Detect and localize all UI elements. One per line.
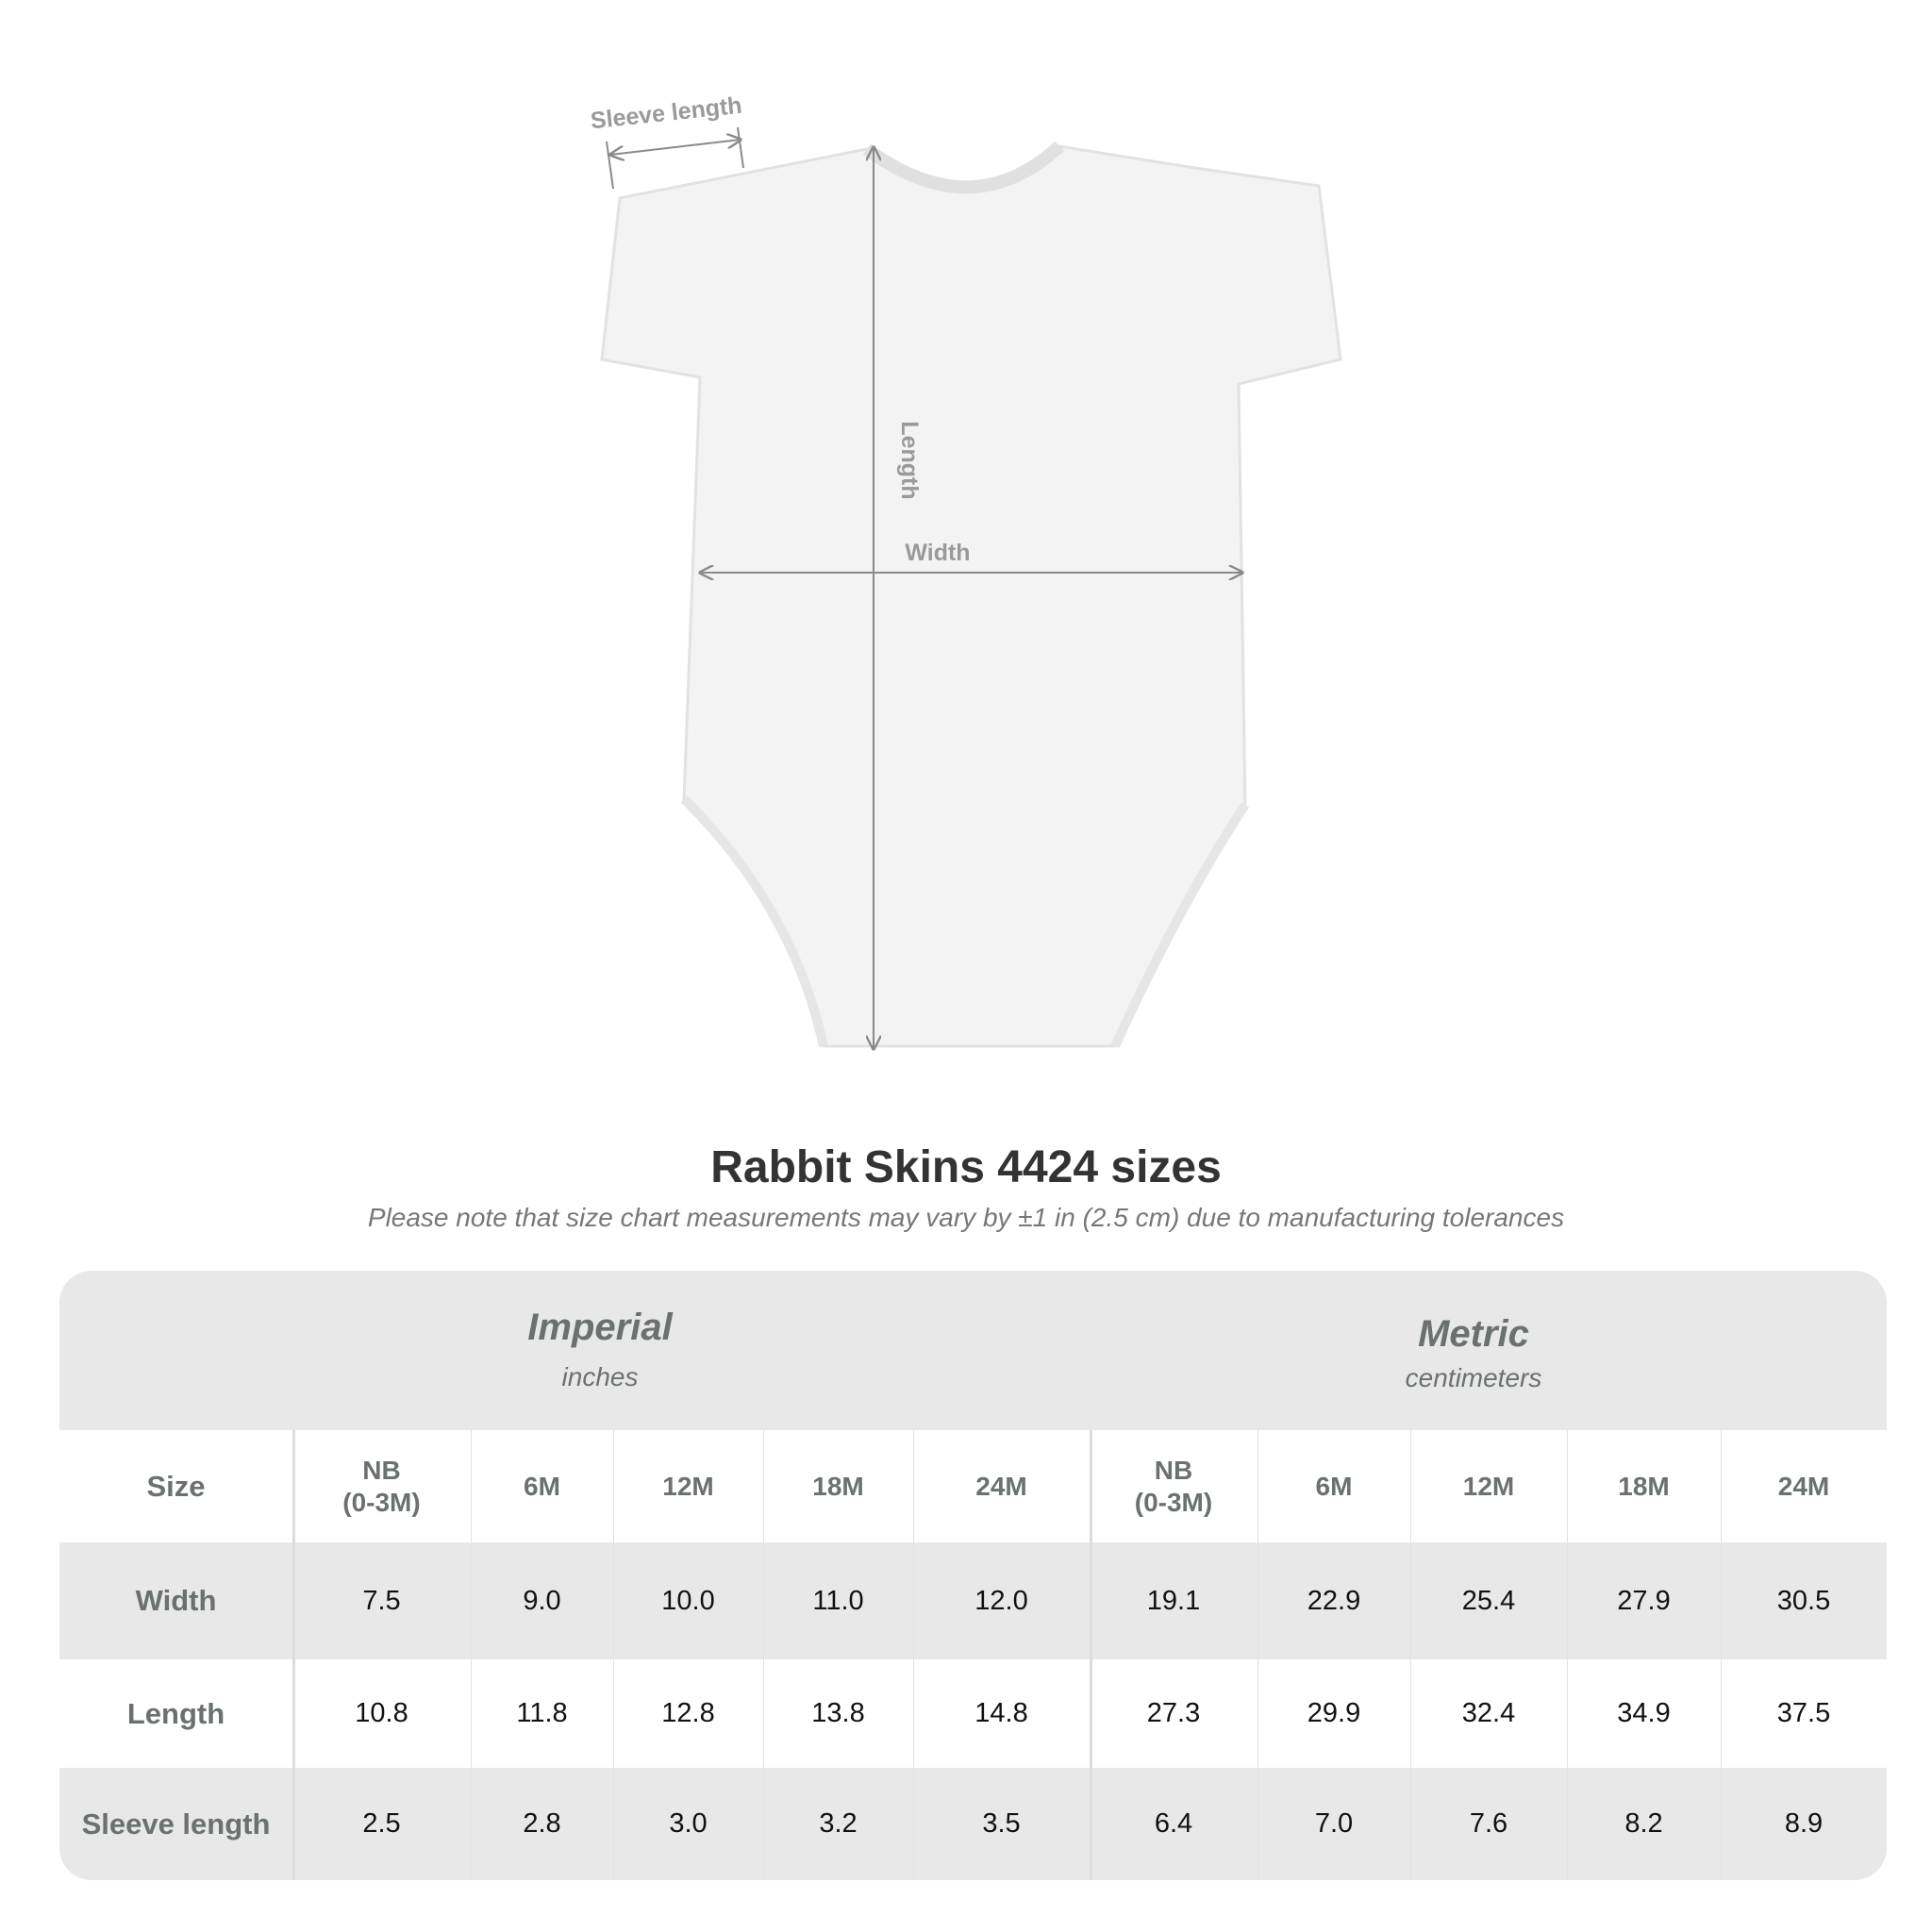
row-band [59,1768,1887,1880]
page-title: Rabbit Skins 4424 sizes [710,1142,1222,1192]
table-cell: 8.2 [1624,1808,1663,1839]
size-column-header: 18M [1618,1471,1670,1501]
length-label: Length [896,421,923,499]
onesie-body [600,144,1342,1048]
row-label: Width [135,1584,217,1617]
table-cell: 7.5 [362,1585,401,1616]
table-cell: 10.8 [355,1698,408,1728]
table-cell: 3.2 [819,1808,858,1839]
row-band [59,1542,1887,1659]
table-cell: 25.4 [1461,1585,1516,1616]
table-cell: 11.8 [516,1698,568,1728]
table-cell: 7.6 [1469,1808,1508,1839]
column-divider [1567,1430,1568,1880]
column-divider [471,1430,472,1880]
size-column-header: 6M [1315,1471,1353,1501]
sleeve-arrow [610,140,741,155]
table-cell: 8.9 [1784,1808,1824,1839]
onesie-diagram: Sleeve length Length Width [590,92,1342,1094]
table-cell: 9.0 [523,1585,561,1616]
table-cell: 11.0 [812,1585,864,1616]
metric-header: Metric centimeters [1090,1313,1857,1393]
sleeve-length-label: Sleeve length [590,92,743,135]
column-divider [1090,1430,1092,1880]
table-cell: 6.4 [1154,1808,1193,1839]
column-divider [913,1430,914,1880]
size-column-header: NB (0-3M) [342,1455,421,1517]
column-divider [1410,1430,1411,1880]
table-cell: 32.4 [1461,1698,1516,1728]
table-cell: 37.5 [1776,1698,1831,1728]
width-label: Width [905,540,970,566]
table-cell: 13.8 [811,1698,865,1728]
table-cell: 12.0 [974,1585,1028,1616]
metric-label: Metric [1418,1313,1529,1355]
size-table: Imperial inches Metric centimeters Size N… [59,1271,1887,1880]
table-cell: 19.1 [1146,1585,1201,1616]
table-cell: 34.9 [1617,1698,1671,1728]
row-label: Sleeve length [81,1807,271,1840]
table-cell: 22.9 [1307,1585,1361,1616]
table-cell: 2.8 [523,1808,561,1839]
table-cell: 27.3 [1146,1698,1201,1728]
column-divider [292,1430,295,1880]
column-divider [1721,1430,1722,1880]
imperial-unit: inches [561,1362,639,1391]
size-column-header: 6M [524,1471,560,1501]
table-cell: 12.8 [661,1698,715,1728]
size-column-header: 12M [662,1471,714,1501]
header-band [59,1271,1887,1430]
table-cell: 29.9 [1307,1698,1361,1728]
table-cell: 3.0 [669,1808,708,1839]
size-column-header: 24M [975,1471,1027,1501]
size-column-header: 12M [1462,1471,1515,1501]
tolerance-note: Please note that size chart measurements… [367,1203,1565,1232]
column-divider [763,1430,764,1880]
size-column-header: 24M [1777,1471,1830,1501]
table-cell: 10.0 [661,1585,715,1616]
table-cell: 14.8 [974,1698,1028,1728]
table-cell: 27.9 [1617,1585,1671,1616]
table-cell: 30.5 [1776,1585,1831,1616]
table-cell: 7.0 [1314,1808,1354,1839]
metric-unit: centimeters [1405,1363,1542,1392]
row-label: Length [126,1696,225,1730]
table-cell: 3.5 [982,1808,1021,1839]
column-divider [613,1430,614,1880]
size-column-header: 18M [812,1471,864,1501]
size-column-header: NB (0-3M) [1134,1455,1213,1517]
imperial-label: Imperial [527,1307,673,1348]
column-divider [1257,1430,1258,1880]
table-cell: 2.5 [362,1808,401,1839]
imperial-header: Imperial inches [292,1307,908,1392]
size-header: Size [146,1469,206,1503]
